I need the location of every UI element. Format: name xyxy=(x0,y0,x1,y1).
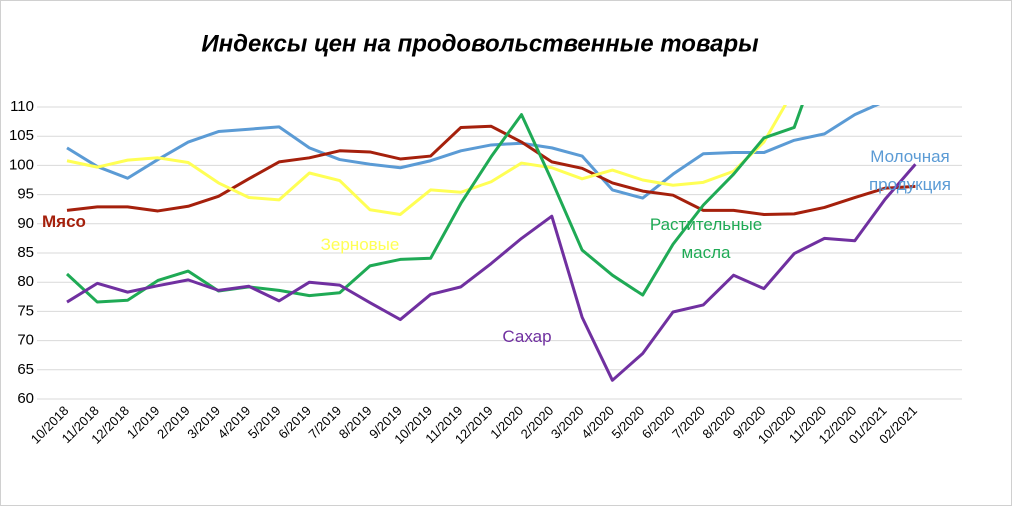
y-tick-label: 100 xyxy=(9,156,34,173)
y-tick-label: 75 xyxy=(17,302,34,319)
y-tick-label: 105 xyxy=(9,127,34,144)
data-line xyxy=(66,124,916,216)
y-tick-label: 95 xyxy=(17,186,34,203)
y-tick-label: 60 xyxy=(17,390,34,407)
chart-title: Индексы цен на продовольственные товары xyxy=(201,30,759,57)
series-label: Молочная продукция xyxy=(868,147,952,194)
series-label-box: Растительные масла xyxy=(649,215,763,262)
y-tick-label: 65 xyxy=(17,361,34,378)
data-line xyxy=(65,105,804,304)
y-tick-label: 80 xyxy=(17,273,34,290)
data-line xyxy=(66,105,787,216)
series-label-box: Мясо xyxy=(42,212,86,231)
series-label-box: Зерновые xyxy=(320,235,400,254)
series-label-box: Молочная продукция xyxy=(868,147,952,194)
series-label: Растительные масла xyxy=(649,215,763,262)
data-line xyxy=(66,163,917,382)
data-line xyxy=(66,105,881,200)
y-tick-label: 85 xyxy=(17,244,34,261)
series-label: Зерновые xyxy=(320,235,400,254)
y-tick-label: 110 xyxy=(10,98,34,115)
series-label: Сахар xyxy=(502,327,552,346)
series-label-box: Сахар xyxy=(502,327,552,346)
series-label: Мясо xyxy=(42,212,86,231)
y-tick-label: 70 xyxy=(17,332,34,349)
y-tick-label: 90 xyxy=(17,215,34,232)
